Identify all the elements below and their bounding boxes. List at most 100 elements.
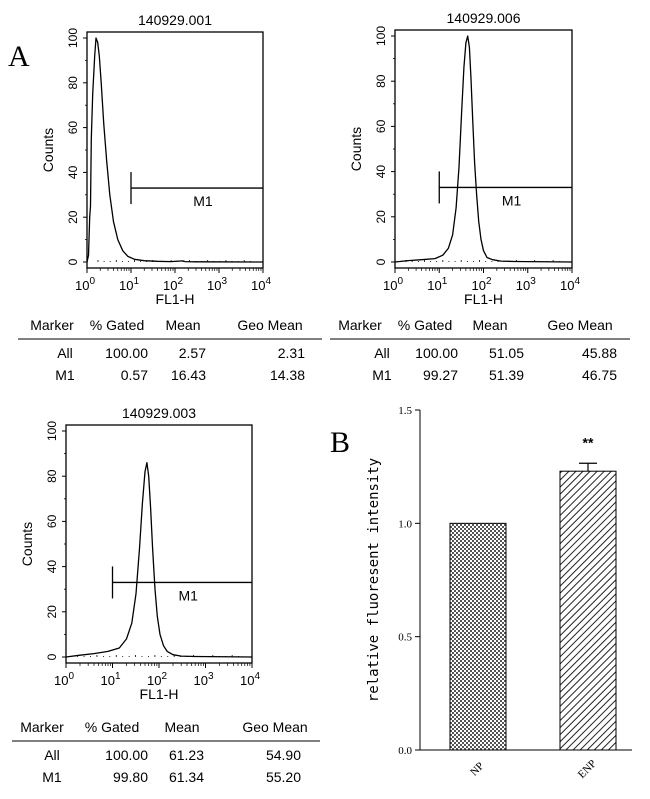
significance-label: ** (583, 434, 594, 450)
x-tick-label: 100 (383, 276, 403, 293)
y-axis-label: Counts (19, 522, 35, 566)
y-tick-label: 40 (45, 560, 59, 574)
stats-cell: M1 (372, 367, 392, 383)
x-axis-label: FL1-H (140, 686, 179, 702)
y-tick-label: 1.0 (398, 518, 412, 530)
x-tick-label-enp: ENP (576, 758, 599, 781)
stats-header-4: Geo Mean (547, 317, 612, 333)
stats-cell: 51.05 (489, 345, 524, 361)
y-tick-label: 20 (66, 210, 80, 224)
bar-enp (559, 470, 617, 751)
stats-cell: 45.88 (582, 345, 617, 361)
y-tick-label: 40 (66, 165, 80, 179)
stats-cell: 99.80 (113, 769, 148, 785)
y-tick-label: 80 (66, 76, 80, 90)
stats-cell: 61.34 (169, 769, 204, 785)
histogram-curve (86, 37, 264, 263)
histogram-curve (394, 35, 573, 263)
stats-cell: 61.23 (169, 747, 204, 763)
stats-cell: 16.43 (171, 367, 206, 383)
y-tick-label: 100 (45, 421, 59, 441)
chart-title: 140929.003 (122, 405, 196, 421)
chart-title: 140929.006 (447, 10, 521, 26)
stats-cell: 100.00 (105, 345, 148, 361)
stats-cell: 46.75 (582, 367, 617, 383)
stats-header-3: Mean (472, 317, 507, 333)
stats-cell: 54.90 (266, 747, 301, 763)
bar-chart-relative-intensity: 0.0 0.5 1.0 1.5 relative fluoresent intensit… (366, 405, 632, 781)
x-tick-label: 101 (100, 671, 120, 688)
plot-frame (86, 31, 264, 269)
stats-cell: 51.39 (489, 367, 524, 383)
y-tick-label: 0 (66, 258, 80, 265)
y-tick-label: 0 (45, 653, 59, 660)
stats-header-2: % Gated (90, 317, 144, 333)
stats-cell: 14.38 (270, 367, 305, 383)
y-axis-label: relative fluoresent intensity (366, 458, 382, 702)
x-tick-label: 103 (516, 276, 536, 293)
y-tick-label: 80 (45, 469, 59, 483)
x-tick-label-np: NP (468, 760, 486, 778)
y-tick-label: 60 (45, 514, 59, 528)
stats-header-2: % Gated (85, 719, 139, 735)
stats-header-2: % Gated (398, 317, 452, 333)
stats-cell: 55.20 (266, 769, 301, 785)
x-tick-label: 101 (427, 276, 447, 293)
y-tick-label: 1.5 (398, 405, 412, 417)
stats-header-4: Geo Mean (242, 719, 307, 735)
stats-header-1: Marker (338, 317, 382, 333)
marker-label: M1 (502, 192, 522, 208)
y-tick-label: 20 (374, 210, 388, 224)
stats-cell: 2.57 (179, 345, 206, 361)
stats-header-3: Mean (165, 317, 200, 333)
x-tick-label: 104 (251, 276, 271, 293)
plot-frame (394, 29, 573, 269)
x-tick-label: 100 (75, 276, 95, 293)
stats-header-1: Marker (20, 719, 64, 735)
stats-cell: 99.27 (423, 367, 458, 383)
histogram-140929-003: 140929.003 0 20 40 60 80 100 Counts 100 101 102 103… (12, 405, 320, 785)
stats-cell: 2.31 (278, 345, 305, 361)
stats-cell: M1 (42, 769, 62, 785)
stats-cell: All (57, 345, 73, 361)
stats-cell: All (44, 747, 60, 763)
y-tick-label: 0.0 (398, 745, 412, 757)
bar-np (449, 522, 507, 751)
y-tick-label: 0.5 (398, 632, 412, 644)
stats-cell: 100.00 (415, 345, 458, 361)
histogram-curve (65, 461, 253, 658)
y-tick-label: 20 (45, 605, 59, 619)
histogram-140929-001: 140929.001 0 20 40 60 80 100 Counts 100 101 102 103… (18, 12, 322, 383)
x-axis-label: FL1-H (464, 291, 503, 307)
x-tick-label: 100 (54, 671, 74, 688)
y-axis-label: Counts (348, 127, 364, 171)
x-tick-label: 102 (471, 276, 491, 293)
stats-header-4: Geo Mean (237, 317, 302, 333)
x-axis-label: FL1-H (156, 291, 195, 307)
marker-label: M1 (179, 587, 199, 603)
stats-cell: 100.00 (105, 747, 148, 763)
y-tick-label: 0 (374, 258, 388, 265)
stats-cell: 0.57 (121, 367, 148, 383)
x-tick-label: 104 (560, 276, 580, 293)
stats-header-1: Marker (30, 317, 74, 333)
y-tick-label: 80 (374, 74, 388, 88)
x-tick-label: 103 (207, 276, 227, 293)
marker-label: M1 (193, 193, 213, 209)
y-axis-label: Counts (40, 128, 56, 172)
x-tick-label: 103 (193, 671, 213, 688)
stats-header-3: Mean (164, 719, 199, 735)
stats-cell: All (374, 345, 390, 361)
panel-label-a: A (8, 40, 30, 73)
stats-cell: M1 (55, 367, 75, 383)
y-tick-label: 60 (374, 119, 388, 133)
x-tick-label: 102 (163, 276, 183, 293)
y-tick-label: 40 (374, 165, 388, 179)
chart-title: 140929.001 (138, 12, 212, 28)
x-tick-label: 104 (240, 671, 260, 688)
y-tick-label: 100 (374, 26, 388, 46)
panel-label-b: B (330, 426, 350, 459)
x-tick-label: 102 (147, 671, 167, 688)
